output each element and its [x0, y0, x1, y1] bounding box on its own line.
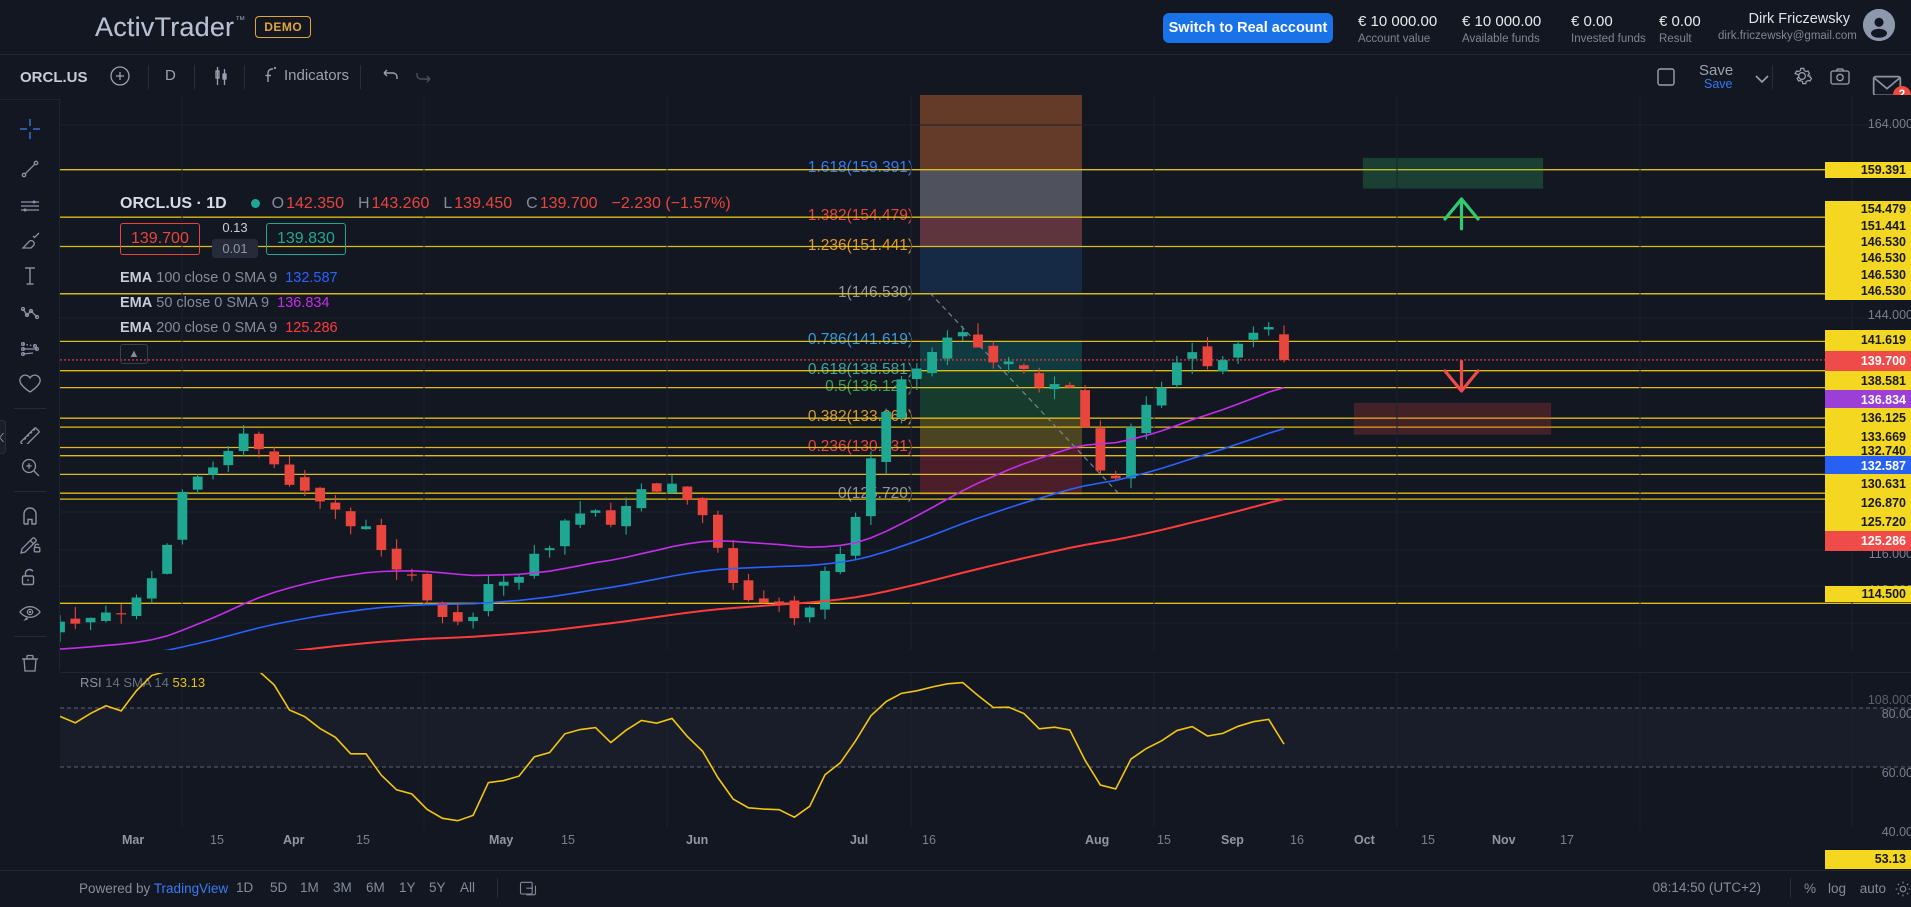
- svg-text:RSI 14 SMA 14 53.13: RSI 14 SMA 14 53.13: [80, 675, 205, 690]
